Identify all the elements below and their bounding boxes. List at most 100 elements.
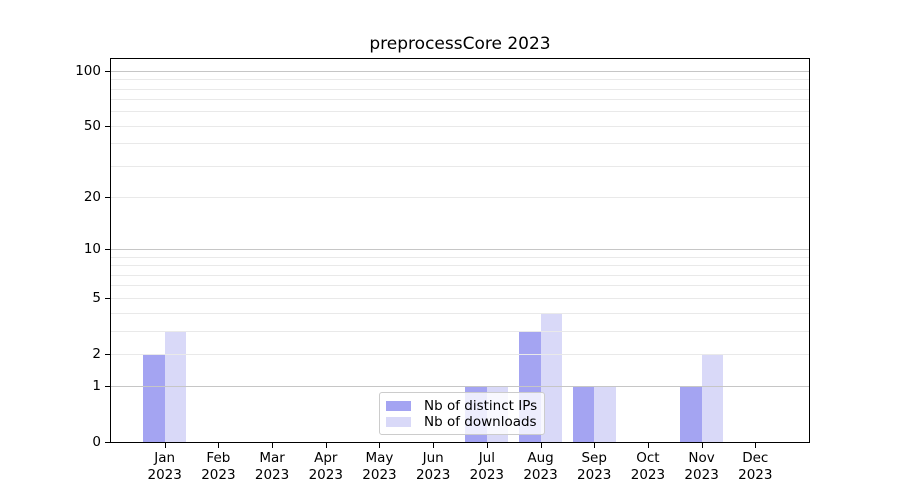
x-axis-tick — [218, 443, 220, 448]
x-axis-tick — [701, 443, 703, 448]
x-axis-tick-label: Jan 2023 — [133, 450, 197, 484]
x-label-month: Nov — [688, 450, 715, 466]
x-axis-tick-label: Dec 2023 — [723, 450, 787, 484]
x-label-year: 2023 — [523, 467, 558, 483]
bar-nb-of-distinct-ips-jan — [143, 353, 165, 442]
x-label-month: Jul — [478, 450, 495, 466]
bar-nb-of-downloads-sep — [594, 386, 616, 442]
x-label-year: 2023 — [308, 467, 343, 483]
bar-nb-of-distinct-ips-sep — [572, 386, 595, 442]
legend-swatch — [386, 401, 411, 411]
y-axis-tick — [105, 197, 110, 199]
y-axis-tick-label: 20 — [83, 189, 101, 206]
minor-gridline — [111, 256, 809, 258]
x-axis-tick-label: Jun 2023 — [401, 450, 465, 484]
legend-swatch — [386, 417, 411, 427]
minor-gridline — [111, 274, 809, 276]
minor-gridline — [111, 111, 809, 113]
minor-gridline — [111, 143, 809, 145]
x-label-year: 2023 — [254, 467, 290, 483]
x-label-year: 2023 — [469, 467, 505, 483]
legend-item-label: Nb of downloads — [424, 414, 537, 430]
y-axis-tick-label: 2 — [92, 345, 101, 362]
x-axis-tick-label: Sep 2023 — [562, 450, 626, 484]
minor-gridline — [111, 353, 809, 355]
x-label-year: 2023 — [738, 467, 773, 483]
x-axis-tick — [540, 443, 542, 448]
x-label-month: Jan — [154, 450, 176, 466]
y-axis-tick-label: 100 — [75, 62, 101, 79]
x-label-year: 2023 — [415, 467, 451, 483]
minor-gridline — [111, 79, 809, 81]
y-axis-tick — [105, 125, 110, 127]
x-label-month: Apr — [314, 450, 338, 466]
x-label-month: Dec — [742, 450, 769, 466]
y-axis-tick — [105, 297, 110, 299]
bar-nb-of-distinct-ips-nov — [680, 386, 702, 442]
x-label-year: 2023 — [630, 467, 666, 483]
bar-nb-of-downloads-nov — [701, 353, 724, 442]
x-axis-tick-label: Mar 2023 — [240, 450, 304, 484]
legend-item-label: Nb of distinct IPs — [424, 398, 538, 414]
minor-gridline — [111, 125, 809, 127]
x-axis-tick — [325, 443, 327, 448]
x-axis-tick-label: May 2023 — [347, 450, 411, 484]
x-axis-tick — [164, 443, 166, 448]
x-label-year: 2023 — [362, 467, 397, 483]
y-axis-tick-label: 50 — [83, 117, 101, 134]
x-label-month: Oct — [636, 450, 660, 466]
x-axis-tick-label: Oct 2023 — [616, 450, 680, 484]
x-label-year: 2023 — [147, 467, 182, 483]
y-axis-tick-label: 5 — [92, 289, 101, 306]
plot-area — [110, 58, 810, 443]
x-axis-tick — [755, 443, 757, 448]
minor-gridline — [111, 99, 809, 101]
major-gridline — [111, 70, 809, 72]
chart-title: preprocessCore 2023 — [369, 34, 551, 54]
x-label-month: Feb — [206, 450, 231, 466]
x-label-month: Mar — [259, 450, 285, 466]
minor-gridline — [111, 197, 809, 199]
x-axis-tick — [272, 443, 274, 448]
minor-gridline — [111, 88, 809, 90]
bar-nb-of-downloads-aug — [540, 312, 563, 442]
y-axis-tick — [105, 442, 110, 443]
y-axis-tick-label: 10 — [83, 241, 101, 258]
minor-gridline — [111, 330, 809, 332]
major-gridline — [111, 386, 809, 388]
x-axis-tick-label: Aug 2023 — [509, 450, 573, 484]
legend-item: Nb of distinct IPs — [386, 398, 539, 414]
minor-gridline — [111, 297, 809, 299]
bar-nb-of-downloads-jan — [164, 330, 187, 442]
legend: Nb of distinct IPs Nb of downloads — [379, 392, 545, 435]
x-axis-tick-label: Feb 2023 — [186, 450, 250, 484]
y-axis-tick — [105, 249, 110, 251]
minor-gridline — [111, 285, 809, 287]
minor-gridline — [111, 165, 809, 167]
minor-gridline — [111, 265, 809, 267]
x-label-month: Sep — [581, 450, 607, 466]
x-axis-tick — [647, 443, 649, 448]
x-axis-tick — [594, 443, 596, 448]
x-axis-tick — [486, 443, 488, 448]
x-label-year: 2023 — [577, 467, 612, 483]
x-label-month: May — [365, 450, 394, 466]
major-gridline — [111, 249, 809, 251]
x-label-month: Jun — [422, 450, 444, 466]
y-axis-tick-label: 1 — [92, 378, 101, 395]
x-label-month: Aug — [527, 450, 554, 466]
x-axis-tick-label: Nov 2023 — [670, 450, 734, 484]
y-axis-tick-label: 0 — [92, 434, 101, 450]
x-axis-tick — [379, 443, 381, 448]
legend-item: Nb of downloads — [386, 414, 539, 430]
y-axis-tick — [105, 353, 110, 355]
y-axis-tick — [105, 70, 110, 72]
x-axis-tick-label: Apr 2023 — [294, 450, 358, 484]
x-axis-tick-label: Jul 2023 — [455, 450, 519, 484]
x-axis-tick — [433, 443, 435, 448]
x-label-year: 2023 — [201, 467, 236, 483]
y-axis-tick — [105, 386, 110, 388]
minor-gridline — [111, 312, 809, 314]
x-label-year: 2023 — [684, 467, 719, 483]
